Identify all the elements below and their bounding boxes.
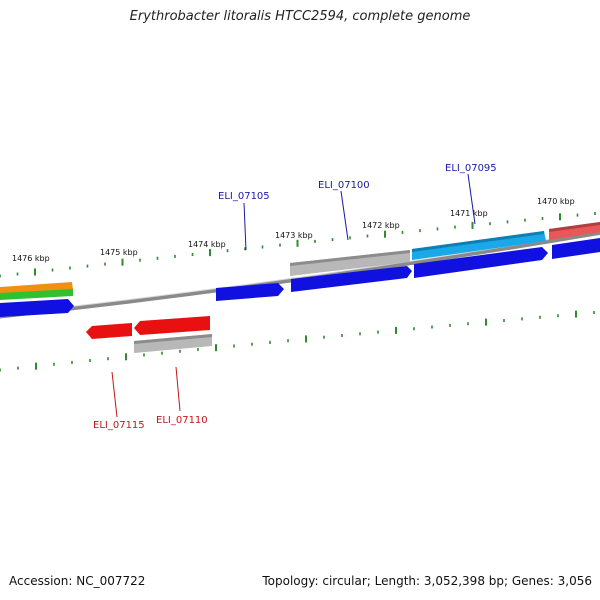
gene-blue-07100[interactable] — [291, 266, 412, 292]
gene-green[interactable] — [0, 289, 73, 300]
gene-blue-07105[interactable] — [216, 283, 284, 301]
gene-track-outer — [0, 222, 600, 300]
callout-07105 — [243, 202, 247, 251]
scale-ticks-reverse — [0, 310, 595, 372]
scale-labels: 1476 kbp 1475 kbp 1474 kbp 1473 kbp 1472… — [12, 197, 575, 263]
callout-07110 — [175, 366, 181, 412]
scale-ticks-forward — [0, 212, 596, 278]
gene-gray-07100[interactable] — [290, 250, 410, 276]
gene-callouts — [111, 173, 476, 418]
scale-label-1473: 1473 kbp — [275, 231, 313, 240]
gene-red-07110[interactable] — [134, 316, 210, 335]
scale-label-1476: 1476 kbp — [12, 254, 50, 263]
gene-gray-07100-top — [290, 250, 410, 266]
map-title: Erythrobacter litoralis HTCC2594, comple… — [129, 9, 471, 24]
gene-salmon-top — [549, 222, 600, 232]
gene-track-reverse — [86, 316, 212, 353]
scale-label-1471: 1471 kbp — [450, 209, 488, 218]
gene-red-07115[interactable] — [86, 323, 132, 339]
gene-cyan-07095-top — [412, 231, 544, 252]
gene-blue-left[interactable] — [0, 299, 74, 317]
callout-07100 — [340, 190, 349, 241]
scale-label-1470: 1470 kbp — [537, 197, 575, 206]
gene-orange[interactable] — [0, 282, 73, 295]
callout-07095 — [467, 173, 476, 225]
gene-label-07105[interactable]: ELI_07105 — [218, 191, 270, 202]
scale-label-1474: 1474 kbp — [188, 240, 226, 249]
accession-text: Accession: NC_007722 — [9, 574, 146, 588]
gene-label-07095[interactable]: ELI_07095 — [445, 163, 497, 174]
gene-labels: ELI_07105 ELI_07100 ELI_07095 ELI_07115 … — [93, 163, 497, 431]
scale-label-1475: 1475 kbp — [100, 248, 138, 257]
gene-blue-07095[interactable] — [414, 247, 548, 278]
gene-label-07100[interactable]: ELI_07100 — [318, 180, 370, 191]
gene-track-forward — [0, 238, 600, 317]
gene-label-07110[interactable]: ELI_07110 — [156, 415, 208, 426]
gene-gray-07110-top — [134, 334, 212, 344]
topology-text: Topology: circular; Length: 3,052,398 bp… — [262, 574, 592, 588]
scale-label-1472: 1472 kbp — [362, 221, 400, 230]
callout-07115 — [111, 371, 118, 418]
gene-label-07115[interactable]: ELI_07115 — [93, 420, 145, 431]
gene-blue-right[interactable] — [552, 238, 600, 259]
